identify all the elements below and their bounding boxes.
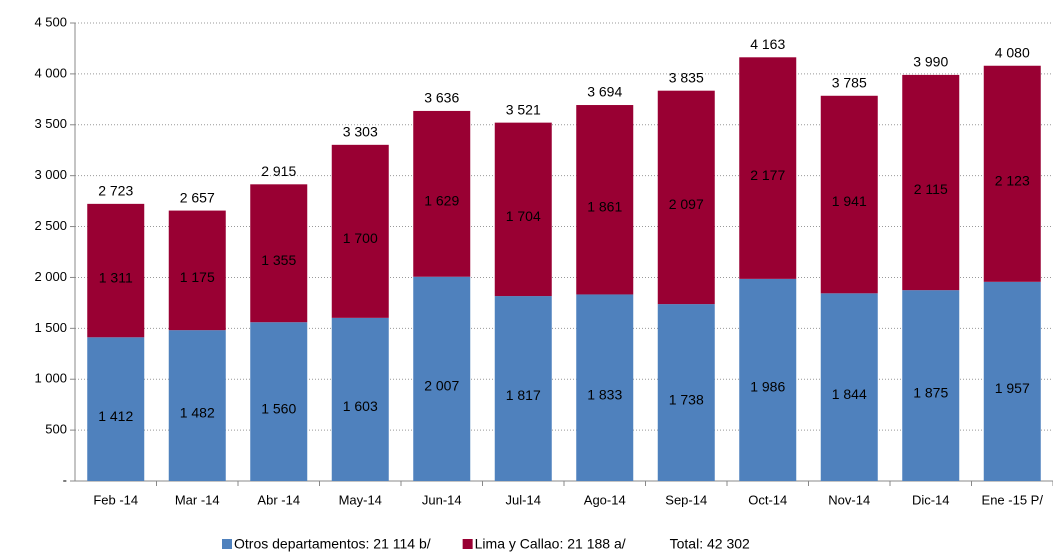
data-label: 1 560 xyxy=(261,400,296,416)
data-label: 2 177 xyxy=(750,167,785,183)
bar-segment xyxy=(168,330,226,481)
bar-segment xyxy=(902,290,960,481)
total-label: 2 657 xyxy=(180,189,215,205)
data-label: 2 123 xyxy=(995,172,1030,188)
bar-segment xyxy=(494,296,552,481)
x-tick-label: Jul-14 xyxy=(506,492,541,507)
total-label: 3 835 xyxy=(669,69,704,85)
bar-segment xyxy=(168,210,226,331)
bar-segment xyxy=(576,105,634,295)
data-label: 1 941 xyxy=(832,193,867,209)
legend-label: Lima y Callao: 21 188 a/ xyxy=(475,536,626,552)
legend-note: Total: 42 302 xyxy=(670,536,750,552)
x-tick-label: Nov-14 xyxy=(828,492,870,507)
legend-label: Otros departamentos: 21 114 b/ xyxy=(234,536,431,552)
bar-segment xyxy=(413,276,471,481)
bar-segment xyxy=(739,57,797,279)
data-label: 1 700 xyxy=(343,230,378,246)
bar-segment xyxy=(657,90,715,305)
data-label: 1 986 xyxy=(750,379,785,395)
total-label: 3 990 xyxy=(913,54,948,70)
total-label: 4 080 xyxy=(995,44,1030,60)
x-tick-label: Abr -14 xyxy=(257,492,300,507)
bar-segment xyxy=(87,337,145,481)
data-label: 1 875 xyxy=(913,384,948,400)
y-tick-label: 2 500 xyxy=(34,218,67,233)
bar-segment xyxy=(983,65,1041,282)
data-label: 2 007 xyxy=(424,378,459,394)
data-label: 1 311 xyxy=(99,269,133,285)
total-label: 2 723 xyxy=(98,183,133,199)
legend-swatch xyxy=(222,539,232,549)
total-label: 3 785 xyxy=(832,74,867,90)
bar-segment xyxy=(331,144,389,318)
x-tick-label: Sep-14 xyxy=(665,492,707,507)
bar-segment xyxy=(739,278,797,481)
bar-segment xyxy=(983,281,1041,481)
y-tick-label: - xyxy=(63,472,67,487)
data-label: 1 833 xyxy=(587,386,622,402)
total-label: 2 915 xyxy=(261,163,296,179)
y-tick-label: 500 xyxy=(45,422,67,437)
total-label: 3 303 xyxy=(343,124,378,140)
y-tick-label: 2 000 xyxy=(34,269,67,284)
total-label: 3 694 xyxy=(587,84,622,100)
total-label: 3 636 xyxy=(424,90,459,106)
y-tick-label: 4 000 xyxy=(34,65,67,80)
bar-segment xyxy=(87,203,145,338)
data-label: 2 097 xyxy=(669,196,704,212)
data-label: 1 844 xyxy=(832,386,867,402)
total-label: 4 163 xyxy=(750,36,785,52)
bar-segment xyxy=(902,74,960,291)
total-label: 3 521 xyxy=(506,101,541,117)
x-tick-label: May-14 xyxy=(339,492,382,507)
x-tick-label: Ene -15 P/ xyxy=(982,492,1044,507)
y-tick-label: 3 000 xyxy=(34,167,67,182)
data-label: 1 957 xyxy=(995,380,1030,396)
data-label: 1 629 xyxy=(424,193,459,209)
data-label: 1 861 xyxy=(587,198,622,214)
x-tick-label: Mar -14 xyxy=(175,492,220,507)
x-tick-label: Ago-14 xyxy=(584,492,626,507)
bar-segment xyxy=(494,122,552,297)
bar-segment xyxy=(413,110,471,277)
bar-segment xyxy=(576,294,634,481)
x-tick-label: Feb -14 xyxy=(93,492,138,507)
y-tick-label: 4 500 xyxy=(34,14,67,29)
data-label: 1 704 xyxy=(506,208,541,224)
data-label: 2 115 xyxy=(914,181,948,197)
y-tick-label: 1 000 xyxy=(34,371,67,386)
bar-segment xyxy=(250,184,308,323)
bar-segment xyxy=(250,322,308,481)
data-label: 1 603 xyxy=(343,398,378,414)
data-label: 1 738 xyxy=(669,391,704,407)
y-tick-label: 1 500 xyxy=(34,320,67,335)
data-label: 1 355 xyxy=(261,252,296,268)
x-tick-label: Oct-14 xyxy=(748,492,787,507)
data-label: 1 412 xyxy=(98,408,133,424)
bar-segment xyxy=(820,293,878,481)
bar-segment xyxy=(657,304,715,481)
data-label: 1 175 xyxy=(180,269,215,285)
y-tick-label: 3 500 xyxy=(34,116,67,131)
x-tick-label: Dic-14 xyxy=(912,492,950,507)
bar-segment xyxy=(331,317,389,481)
legend-swatch xyxy=(462,539,473,549)
x-tick-label: Jun-14 xyxy=(422,492,462,507)
bar-segment xyxy=(820,95,878,294)
data-label: 1 482 xyxy=(180,404,215,420)
data-label: 1 817 xyxy=(506,387,541,403)
